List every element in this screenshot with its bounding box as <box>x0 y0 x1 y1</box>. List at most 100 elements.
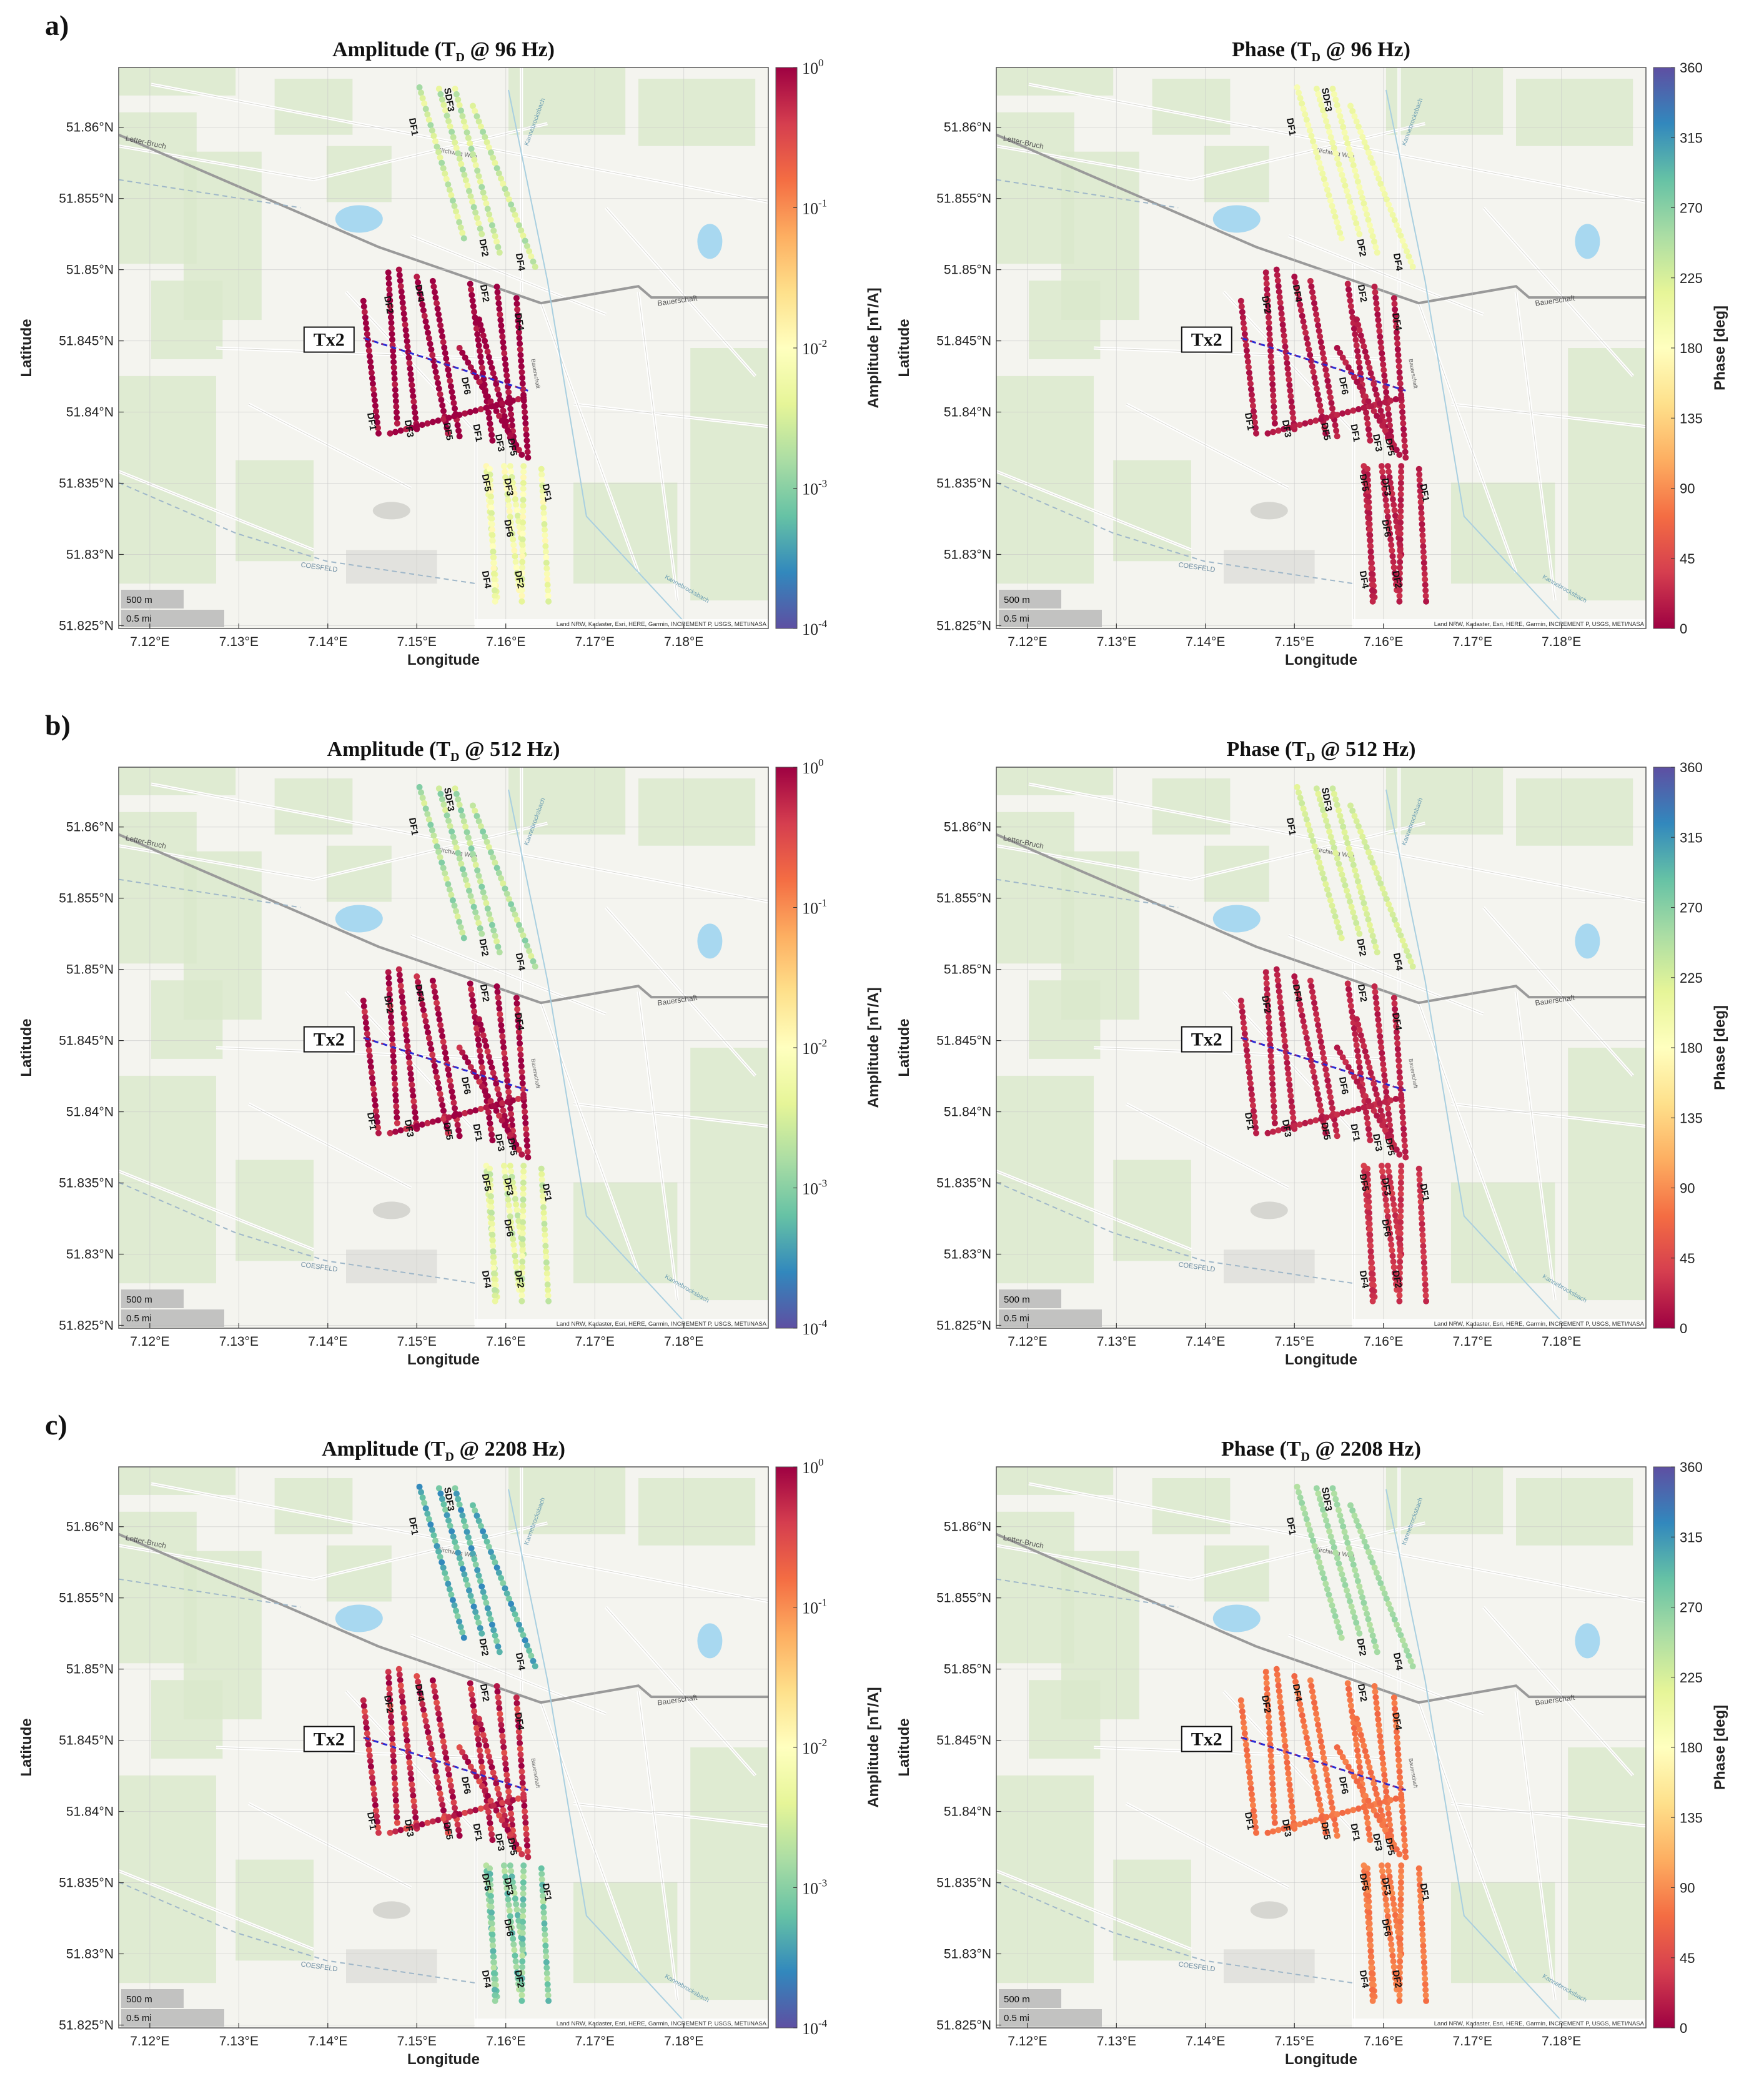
data-point <box>401 1715 408 1722</box>
data-point <box>1369 1997 1376 2004</box>
data-point <box>490 1948 497 1955</box>
data-point <box>1303 335 1310 342</box>
data-point <box>504 1077 511 1084</box>
survey-line-df3-south <box>1378 463 1400 594</box>
data-point <box>396 1671 403 1678</box>
data-point <box>1397 1885 1404 1892</box>
data-point <box>452 785 458 792</box>
data-point <box>1244 358 1251 365</box>
data-point <box>1397 497 1404 504</box>
data-point <box>1335 1560 1342 1567</box>
data-point <box>432 1537 439 1544</box>
data-point <box>472 807 478 814</box>
data-point <box>500 181 507 187</box>
data-point <box>1383 389 1390 395</box>
data-point <box>538 465 545 472</box>
data-point <box>397 1677 404 1684</box>
data-point <box>1353 172 1360 179</box>
data-point <box>493 408 500 415</box>
data-point <box>365 342 372 349</box>
data-point <box>1365 398 1372 405</box>
data-point <box>393 409 400 415</box>
data-point <box>462 124 469 131</box>
data-point <box>410 393 417 400</box>
data-point <box>389 336 396 343</box>
data-point <box>361 1008 368 1015</box>
data-point <box>459 1629 466 1636</box>
data-point <box>435 86 442 92</box>
data-point <box>1344 1808 1351 1815</box>
data-point <box>1418 510 1425 517</box>
data-point <box>478 184 485 191</box>
data-point <box>1312 1705 1319 1712</box>
data-point <box>1379 355 1386 362</box>
data-point <box>477 1625 483 1632</box>
data-point <box>1327 394 1334 401</box>
data-point <box>513 570 520 577</box>
data-point <box>1422 576 1429 583</box>
data-point <box>1351 914 1358 921</box>
data-point <box>477 353 484 360</box>
data-point <box>1327 1794 1334 1800</box>
data-point <box>513 916 520 923</box>
data-point <box>496 1649 503 1656</box>
data-point <box>1322 881 1329 888</box>
data-point <box>1332 796 1339 803</box>
data-point <box>422 805 429 812</box>
data-point <box>538 1876 545 1883</box>
data-point <box>496 412 503 419</box>
survey-line-df3-south <box>500 463 523 594</box>
colorbar-tick: 0 <box>1680 621 1687 637</box>
data-point <box>1277 999 1284 1006</box>
data-point <box>1300 1018 1307 1025</box>
data-point <box>370 1791 377 1797</box>
data-point <box>514 1006 521 1013</box>
data-point <box>1323 1517 1330 1524</box>
data-point <box>1366 1621 1373 1628</box>
data-point <box>480 332 487 339</box>
data-point <box>1399 237 1406 244</box>
y-tick-label: 51.85°N <box>66 1662 114 1677</box>
data-point <box>1352 1567 1359 1574</box>
data-point <box>1356 1064 1363 1071</box>
data-point <box>1357 1732 1364 1739</box>
data-point <box>432 838 439 845</box>
data-point <box>412 1109 419 1116</box>
y-tick-label: 51.85°N <box>944 1662 991 1677</box>
data-point <box>456 156 463 162</box>
data-point <box>1241 1730 1248 1737</box>
data-point <box>374 424 381 431</box>
data-point <box>521 403 528 410</box>
data-point <box>1397 530 1404 537</box>
data-point <box>429 1118 436 1125</box>
scale-bar-mi: 0.5 mi <box>126 613 152 624</box>
data-point <box>482 1037 488 1044</box>
data-point <box>369 1080 376 1087</box>
data-point <box>1316 96 1323 103</box>
survey-line-df6-center <box>387 1094 527 1136</box>
data-point <box>493 165 500 172</box>
data-point <box>1302 1029 1309 1036</box>
data-point <box>1309 1537 1316 1544</box>
data-point <box>421 312 428 319</box>
scale-bar-mi: 0.5 mi <box>1004 2013 1029 2024</box>
data-point <box>1246 1769 1252 1776</box>
data-point <box>414 973 420 980</box>
data-point <box>456 802 463 808</box>
colorbar-tick: 360 <box>1680 1459 1703 1475</box>
data-point <box>1286 382 1293 389</box>
data-point <box>1271 1114 1278 1121</box>
data-point <box>1312 380 1319 387</box>
data-point <box>477 1106 484 1113</box>
data-point <box>1249 1796 1256 1803</box>
data-point <box>490 154 497 161</box>
data-point <box>1416 477 1423 484</box>
survey-line-df2-south <box>1396 463 1405 605</box>
data-point <box>361 1708 368 1715</box>
colorbar-tick: 270 <box>1680 1600 1703 1616</box>
data-point <box>1397 1213 1404 1220</box>
data-point <box>1390 1958 1397 1965</box>
data-point <box>1335 924 1342 931</box>
data-point <box>1314 1554 1321 1561</box>
data-point <box>1303 816 1310 823</box>
